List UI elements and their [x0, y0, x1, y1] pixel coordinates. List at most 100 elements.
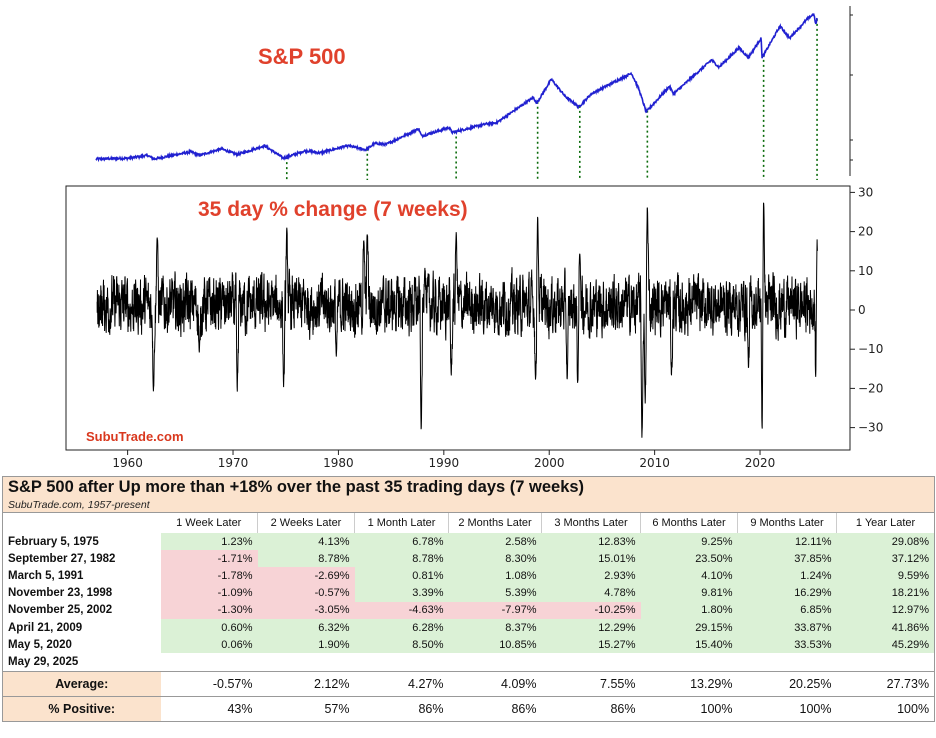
row-value: 8.37%: [448, 618, 542, 637]
change-y-tick-label: −30: [858, 421, 883, 435]
row-value: 23.50%: [640, 550, 738, 568]
change-series-line: [96, 202, 818, 438]
row-value: 6.32%: [257, 618, 355, 637]
row-value: 41.86%: [836, 618, 935, 637]
table-header-row: 1 Week Later 2 Weeks Later 1 Month Later 2 …: [3, 512, 935, 533]
chart-area: −30 −20 −10 0 10 20 30 1960 1970 1980 1990 2000 201…: [65, 6, 883, 470]
row-value: [542, 653, 641, 671]
row-value: [355, 653, 449, 671]
row-value: 9.25%: [640, 533, 738, 551]
row-value: 16.29%: [737, 584, 837, 602]
column-header: 2 Weeks Later: [257, 512, 355, 533]
table-row: April 21, 2009 0.60% 6.32% 6.28% 8.37% 12.29%…: [3, 618, 935, 637]
brand-label: SubuTrade.com: [86, 429, 184, 444]
row-value: -1.30%: [160, 601, 258, 619]
change-y-tick-label: −20: [858, 381, 883, 395]
row-value: 37.12%: [836, 550, 935, 568]
column-header: 2 Months Later: [448, 512, 542, 533]
row-value: [161, 653, 258, 671]
column-header: 1 Week Later: [160, 512, 258, 533]
change-plot-frame: [65, 185, 851, 451]
row-value: [738, 653, 837, 671]
row-value: 15.40%: [640, 636, 738, 654]
row-value: 10.85%: [448, 636, 542, 654]
row-value: 0.60%: [160, 618, 258, 637]
row-value: -2.69%: [257, 567, 355, 585]
row-value: -0.57%: [257, 584, 355, 602]
x-tick-label: 2010: [639, 456, 670, 470]
row-date: May 29, 2025: [8, 655, 79, 668]
row-date: November 25, 2002: [8, 604, 113, 617]
row-value: 8.50%: [354, 636, 449, 654]
row-value: 8.78%: [257, 550, 355, 568]
row-value: 29.15%: [640, 618, 738, 637]
summary-value: 27.73%: [836, 670, 935, 696]
sp500-series-line: [95, 13, 818, 163]
change-y-tick-label: 0: [858, 303, 866, 317]
row-value: 5.39%: [448, 584, 542, 602]
row-value: 15.27%: [541, 636, 641, 654]
row-value: 1.90%: [257, 636, 355, 654]
summary-row: Average: -0.57% 2.12% 4.27% 4.09% 7.55% 13.29%…: [2, 670, 935, 696]
row-value: 12.83%: [541, 533, 641, 551]
row-value: 6.78%: [354, 533, 449, 551]
row-value: 45.29%: [836, 636, 935, 654]
table-row: February 5, 1975 1.23% 4.13% 6.78% 2.58% 12.8…: [3, 533, 935, 551]
row-date: February 5, 1975: [8, 535, 99, 548]
row-value: -1.71%: [160, 550, 258, 568]
summary-value: 2.12%: [257, 670, 355, 696]
row-value: 6.85%: [737, 601, 837, 619]
row-value: -3.05%: [257, 601, 355, 619]
row-value: [837, 653, 935, 671]
row-date: September 27, 1982: [8, 552, 116, 565]
results-table: S&P 500 after Up more than +18% over the…: [1, 476, 936, 722]
row-value: 12.29%: [541, 618, 641, 637]
row-value: 8.30%: [448, 550, 542, 568]
summary-value: 4.09%: [448, 670, 542, 696]
table-row: September 27, 1982 -1.71% 8.78% 8.78% 8.30% 1…: [3, 550, 935, 568]
sp500-panel: [95, 6, 853, 180]
row-value: 33.53%: [737, 636, 837, 654]
x-tick-label: 1970: [218, 456, 249, 470]
row-value: 4.13%: [257, 533, 355, 551]
summary-value: 57%: [257, 695, 355, 721]
row-value: [641, 653, 738, 671]
summary-value: 13.29%: [640, 670, 738, 696]
x-tick-label: 2020: [745, 456, 776, 470]
row-value: 15.01%: [541, 550, 641, 568]
summary-value: 86%: [541, 695, 641, 721]
table-title-cell: S&P 500 after Up more than +18% over the…: [1, 476, 936, 513]
row-value: 18.21%: [836, 584, 935, 602]
table-title: S&P 500 after Up more than +18% over the…: [8, 478, 585, 496]
row-value: 4.78%: [541, 584, 641, 602]
sp500-title: S&P 500: [258, 44, 346, 69]
table-row: May 5, 2020 0.06% 1.90% 8.50% 10.85% 15.27% 15…: [3, 636, 935, 654]
row-value: 1.08%: [448, 567, 542, 585]
summary-value: 20.25%: [737, 670, 837, 696]
table-row: March 5, 1991 -1.78% -2.69% 0.81% 1.08% 2.93%…: [3, 567, 935, 585]
row-value: 1.80%: [640, 601, 738, 619]
x-tick-label: 1980: [323, 456, 354, 470]
row-value: 29.08%: [836, 533, 935, 551]
x-tick-label: 1990: [429, 456, 460, 470]
summary-value: 86%: [448, 695, 542, 721]
summary-value: 7.55%: [541, 670, 641, 696]
column-header: 3 Months Later: [541, 512, 641, 533]
row-date: March 5, 1991: [8, 569, 84, 582]
row-date: April 21, 2009: [8, 621, 83, 634]
summary-value: 100%: [737, 695, 837, 721]
row-value: 0.81%: [354, 567, 449, 585]
row-value: 0.06%: [160, 636, 258, 654]
row-value: 3.39%: [354, 584, 449, 602]
summary-value: 86%: [354, 695, 449, 721]
row-value: 8.78%: [354, 550, 449, 568]
row-value: 2.93%: [541, 567, 641, 585]
change-y-tick-label: 20: [858, 225, 873, 239]
row-value: [449, 653, 542, 671]
row-date: May 5, 2020: [8, 638, 72, 651]
change-y-tick-label: −10: [858, 342, 883, 356]
results-table-area: S&P 500 after Up more than +18% over the…: [0, 476, 936, 738]
row-value: -1.09%: [160, 584, 258, 602]
x-tick-label: 1960: [112, 456, 143, 470]
row-value: -1.78%: [160, 567, 258, 585]
